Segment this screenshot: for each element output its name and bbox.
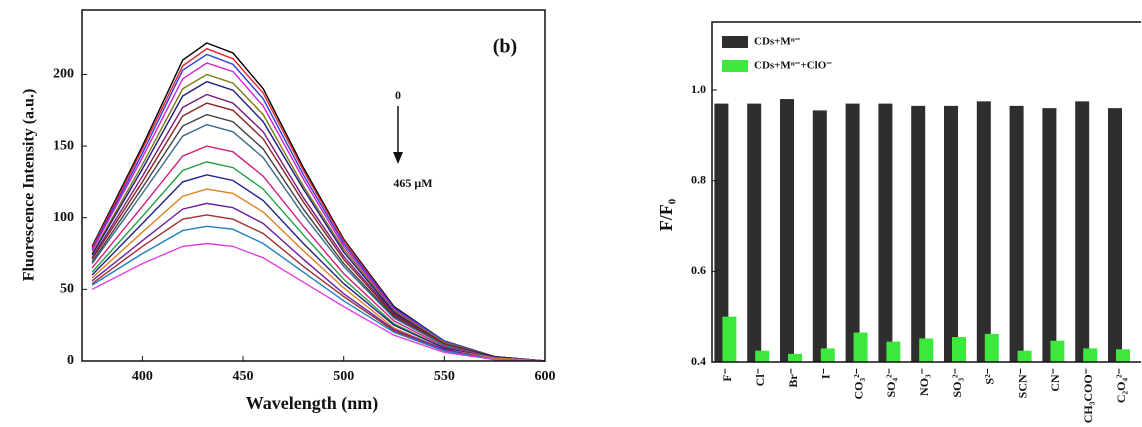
x-tick-label: Cl⁻	[753, 368, 767, 386]
bar	[886, 341, 901, 362]
x-tick-label: SO₃²⁻	[950, 368, 964, 398]
spectrum-line	[91, 242, 546, 362]
x-axis-label: Wavelength (nm)	[246, 393, 379, 414]
x-tick-label: Br⁻	[786, 368, 800, 388]
x-tick-label: 600	[535, 369, 556, 384]
spectrum-line	[91, 123, 546, 362]
y-tick-label: 150	[53, 138, 74, 153]
bar	[1050, 340, 1065, 362]
y-axis-label: F/F₀	[656, 199, 676, 231]
bar	[845, 103, 860, 362]
bar	[747, 103, 762, 362]
x-tick-label: C₂O₄²⁻	[1114, 368, 1128, 403]
arrow-head	[393, 152, 403, 164]
bar	[1075, 101, 1090, 362]
x-tick-label: 450	[233, 369, 254, 384]
y-tick-label: 100	[53, 210, 74, 225]
spectrum-line	[91, 145, 546, 362]
bar	[722, 316, 737, 362]
x-tick-label: SCN⁻	[1015, 368, 1029, 398]
y-tick-label: 50	[60, 282, 74, 297]
x-tick-label: NO₃⁻	[917, 368, 931, 396]
bar	[919, 338, 934, 362]
bar	[1108, 108, 1122, 362]
y-tick-label: 200	[53, 67, 74, 82]
spectrum-line	[91, 73, 546, 362]
plot-frame	[711, 21, 1141, 363]
x-tick-label: CN⁻	[1048, 368, 1062, 392]
y-tick-label: 0.6	[691, 263, 706, 277]
bar	[878, 103, 893, 362]
bar	[714, 103, 729, 362]
spectrum-line	[91, 202, 546, 362]
legend-swatch	[722, 36, 748, 48]
panel-label: (b)	[493, 36, 517, 58]
bar	[1009, 105, 1024, 362]
x-tick-label: I⁻	[819, 368, 833, 379]
bar	[911, 105, 926, 362]
bar	[1116, 349, 1130, 362]
bar	[820, 348, 835, 362]
y-tick-label: 0	[67, 353, 74, 368]
y-tick-label: 1.0	[691, 82, 706, 96]
spectrum-line	[91, 53, 546, 362]
spectrum-line	[91, 161, 546, 362]
bar	[755, 350, 770, 362]
legend-swatch	[722, 60, 748, 72]
x-tick-label: 400	[132, 369, 153, 384]
x-tick-label: F⁻	[720, 368, 734, 382]
bar	[1042, 108, 1057, 362]
y-tick-label: 0.4	[691, 354, 706, 368]
legend-label: CDs+Mⁿ⁻	[754, 36, 801, 48]
spectrum-line	[91, 225, 546, 362]
x-tick-label: S²⁻	[983, 368, 997, 385]
bar	[1017, 350, 1032, 362]
spectrum-line	[91, 102, 546, 362]
bar	[853, 332, 868, 362]
y-tick-label: 0.8	[691, 172, 706, 186]
spectrum-line	[91, 113, 546, 362]
spectrum-line	[91, 174, 546, 362]
bar	[1083, 348, 1098, 362]
annotation: 0	[395, 88, 401, 102]
bar	[944, 105, 958, 362]
plot-frame	[81, 9, 546, 362]
bar	[952, 337, 966, 362]
bar	[788, 353, 802, 362]
x-tick-label: 550	[434, 369, 455, 384]
x-tick-label: SO₄²⁻	[884, 368, 898, 398]
x-tick-label: 500	[333, 369, 354, 384]
x-tick-label: CO₃²⁻	[851, 368, 865, 400]
spectrum-line	[91, 214, 546, 362]
legend-label: CDs+Mⁿ⁻+ClO⁻	[754, 60, 832, 72]
bar	[780, 99, 794, 363]
x-tick-label: CH₃COO⁻	[1081, 368, 1095, 423]
bar	[812, 110, 827, 363]
y-axis-label: Fluorescence Intensity (a.u.)	[21, 89, 38, 282]
bar	[984, 333, 999, 362]
bar	[976, 101, 991, 362]
annotation: 465 μM	[393, 176, 432, 190]
spectrum-line	[91, 188, 546, 362]
